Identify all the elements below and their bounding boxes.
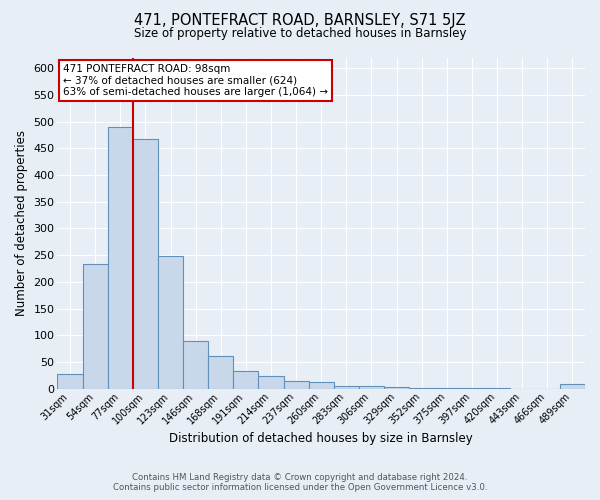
Bar [183, 340, 208, 389]
Bar [58, 374, 83, 389]
Bar [460, 388, 485, 389]
Y-axis label: Number of detached properties: Number of detached properties [15, 130, 28, 316]
Bar [434, 388, 460, 389]
Bar [208, 356, 233, 389]
Bar [359, 386, 384, 389]
Bar [284, 382, 308, 389]
X-axis label: Distribution of detached houses by size in Barnsley: Distribution of detached houses by size … [169, 432, 473, 445]
Text: 471 PONTEFRACT ROAD: 98sqm
← 37% of detached houses are smaller (624)
63% of sem: 471 PONTEFRACT ROAD: 98sqm ← 37% of deta… [63, 64, 328, 98]
Text: Contains HM Land Registry data © Crown copyright and database right 2024.
Contai: Contains HM Land Registry data © Crown c… [113, 473, 487, 492]
Bar [259, 376, 284, 389]
Text: Size of property relative to detached houses in Barnsley: Size of property relative to detached ho… [134, 28, 466, 40]
Bar [233, 371, 259, 389]
Text: 471, PONTEFRACT ROAD, BARNSLEY, S71 5JZ: 471, PONTEFRACT ROAD, BARNSLEY, S71 5JZ [134, 12, 466, 28]
Bar [133, 138, 158, 389]
Bar [384, 387, 409, 389]
Bar [83, 264, 108, 389]
Bar [334, 386, 359, 389]
Bar [560, 384, 585, 389]
Bar [308, 382, 334, 389]
Bar [108, 127, 133, 389]
Bar [409, 388, 434, 389]
Bar [485, 388, 509, 389]
Bar [158, 256, 183, 389]
